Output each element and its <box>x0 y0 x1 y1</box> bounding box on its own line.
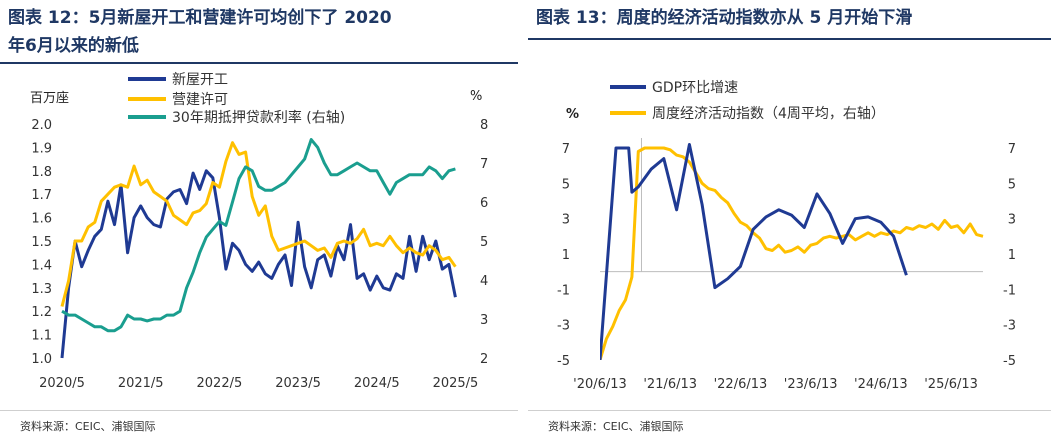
y-left-tick-label: 1.5 <box>31 235 52 250</box>
legend-label-2: 30年期抵押贷款利率 (右轴) <box>172 109 345 126</box>
x-tick-label: 2021/5 <box>118 376 164 391</box>
y-right-tick-label: 2 <box>480 352 488 367</box>
right-bottom-rule <box>528 410 1051 411</box>
y-right-tick-label: 6 <box>480 196 488 211</box>
left-title-line1: 图表 12：5月新屋开工和营建许可均创下了 2020 <box>8 8 392 28</box>
x-tick-label: '22/6/13 <box>714 377 768 392</box>
right-chart-svg: %7531-1-3-57531-1-3-5'20/6/13'21/6/13'22… <box>557 80 1016 392</box>
y-right-tick-label: 5 <box>480 235 488 250</box>
left-source-note: 资料来源：CEIC、浦银国际 <box>20 420 156 433</box>
y-right-tick-label: 7 <box>480 157 488 172</box>
x-tick-label: 2023/5 <box>275 376 321 391</box>
series-line-1 <box>60 141 457 307</box>
x-tick-label: '20/6/13 <box>573 377 627 392</box>
y-left-tick-label: 3 <box>562 213 570 228</box>
y-left-tick-label: 1.8 <box>31 165 52 180</box>
left-chart-title: 图表 12：5月新屋开工和营建许可均创下了 2020 年6月以来的新低 <box>8 4 510 60</box>
y-left-tick-label: 1.3 <box>31 282 52 297</box>
x-tick-label: 2020/5 <box>39 376 85 391</box>
y-left-tick-label: -1 <box>557 283 570 298</box>
left-bottom-rule <box>0 410 518 411</box>
y-left-tick-label: 1.4 <box>31 258 52 273</box>
y-right-tick-label: 7 <box>1008 142 1016 157</box>
legend-label-1: 营建许可 <box>172 92 228 108</box>
y-left-tick-label: 5 <box>562 177 570 192</box>
series-line-0 <box>600 143 908 360</box>
y-right-tick-label: -5 <box>1003 354 1016 369</box>
series-line-1 <box>600 146 984 360</box>
y-left-tick-label: 1.0 <box>31 352 52 367</box>
right-chart-title: 图表 13：周度的经济活动指数亦从 5 月开始下滑 <box>536 8 913 28</box>
legend-label-0: GDP环比增速 <box>652 80 738 96</box>
left-chart-panel: 图表 12：5月新屋开工和营建许可均创下了 2020 年6月以来的新低 百万座%… <box>0 0 518 448</box>
y-left-tick-label: 1 <box>562 248 570 263</box>
y-right-tick-label: 4 <box>480 274 488 289</box>
left-y-unit-label: 百万座 <box>30 91 69 106</box>
y-left-tick-label: 1.1 <box>31 329 52 344</box>
y-right-tick-label: 8 <box>480 118 488 133</box>
y-right-tick-label: 5 <box>1008 177 1016 192</box>
y-left-tick-label: 1.7 <box>31 188 52 203</box>
series-line-0 <box>60 169 457 359</box>
y-left-tick-label: 7 <box>562 142 570 157</box>
y-left-tick-label: 1.9 <box>31 141 52 156</box>
right-chart-panel: 图表 13：周度的经济活动指数亦从 5 月开始下滑 % 7 5 3 1 -1 -3 -5 7 5 3… <box>528 0 1051 448</box>
y-left-tick-label: -5 <box>557 354 570 369</box>
y-right-tick-label: -1 <box>1003 283 1016 298</box>
y-left-tick-label: 1.6 <box>31 212 52 227</box>
x-tick-label: '25/6/13 <box>924 377 978 392</box>
y-right-tick-label: 1 <box>1008 248 1016 263</box>
y-left-unit-label: % <box>566 107 579 122</box>
y-left-tick-label: -3 <box>557 319 570 334</box>
right-source-note: 资料来源：CEIC、浦银国际 <box>548 420 684 433</box>
right-title-rule <box>528 38 1051 40</box>
x-tick-label: 2024/5 <box>354 376 400 391</box>
y-left-tick-label: 1.2 <box>31 305 52 320</box>
left-title-rule <box>0 62 518 64</box>
left-chart-svg: 百万座 % 1.0 1.1 1.2 1.3 1.4 1.5 1.6 1.7 1.8 1.9 2.0 2 3 4… <box>30 72 488 391</box>
y-right-tick-label: 3 <box>480 313 488 328</box>
y-right-tick-label: 3 <box>1008 213 1016 228</box>
series-line-2 <box>61 138 456 333</box>
y-right-tick-label: -3 <box>1003 319 1016 334</box>
legend-label-1: 周度经济活动指数（4周平均，右轴） <box>652 106 885 122</box>
left-title-line2: 年6月以来的新低 <box>8 36 139 56</box>
x-tick-label: '23/6/13 <box>784 377 838 392</box>
x-tick-label: '24/6/13 <box>854 377 908 392</box>
x-tick-label: '21/6/13 <box>643 377 697 392</box>
y-left-tick-label: 2.0 <box>31 118 52 133</box>
right-y-unit-label: % <box>470 89 482 104</box>
x-tick-label: 2022/5 <box>197 376 243 391</box>
x-tick-label: 2025/5 <box>433 376 479 391</box>
legend-label-0: 新屋开工 <box>172 72 228 88</box>
